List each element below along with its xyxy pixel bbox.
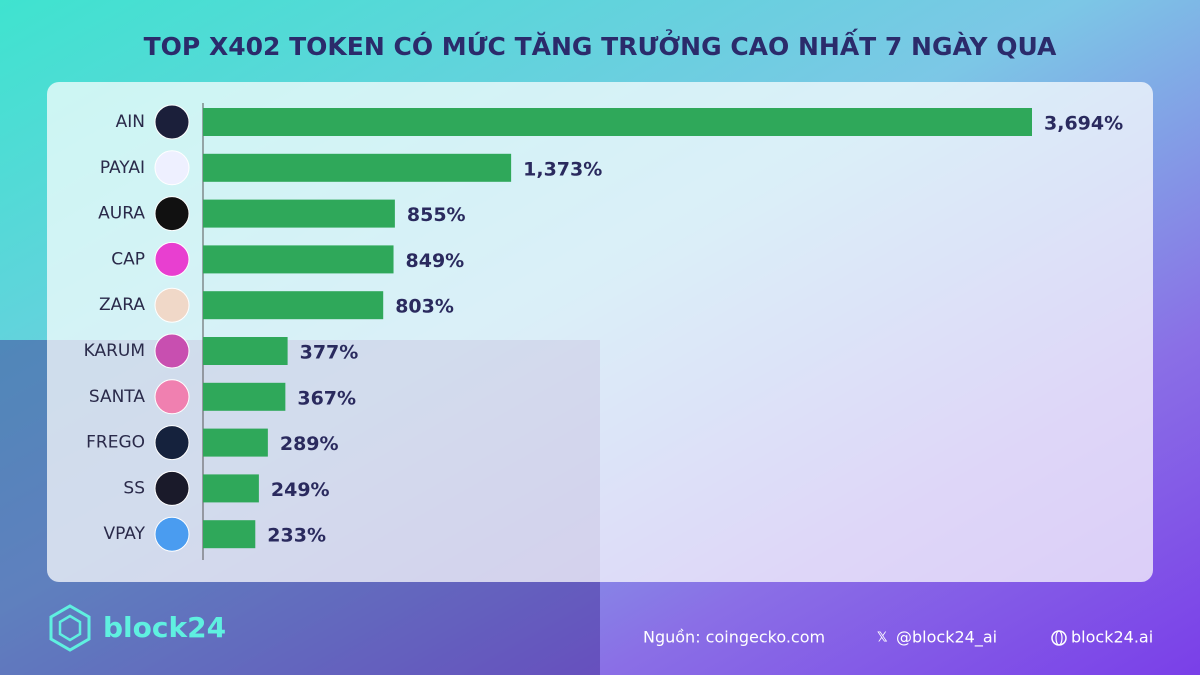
bar: [203, 245, 394, 274]
value-label: 849%: [406, 250, 465, 272]
bar: [203, 199, 395, 228]
source: Nguồn: coingecko.com: [643, 628, 825, 647]
value-label: 233%: [267, 525, 326, 547]
y-tick-label: CAP: [111, 249, 145, 269]
token-icon: [154, 470, 190, 506]
token-icon: [154, 150, 190, 186]
token-icon: [154, 104, 190, 140]
y-tick-label: AIN: [116, 112, 145, 132]
value-label: 289%: [280, 433, 339, 455]
bar: [203, 474, 259, 503]
bar: [203, 291, 384, 320]
token-icon: [154, 287, 190, 323]
bar: [203, 108, 1032, 136]
globe-icon: [1055, 630, 1063, 646]
value-label: 1,373%: [523, 158, 602, 180]
y-tick-label: ZARA: [99, 295, 145, 315]
value-label: 367%: [297, 387, 356, 409]
y-tick-label: KARUM: [84, 341, 145, 361]
bar: [203, 428, 268, 457]
website: block24.ai: [1071, 628, 1153, 647]
bar: [203, 382, 286, 411]
y-tick-label: PAYAI: [100, 158, 145, 178]
token-icon: [154, 333, 190, 369]
token-icon: [154, 516, 190, 552]
chart-title: TOP X402 TOKEN CÓ MỨC TĂNG TRƯỞNG CAO NH…: [144, 28, 1057, 61]
bar: [203, 153, 512, 182]
bar: [203, 520, 256, 549]
value-label: 855%: [407, 204, 466, 226]
y-tick-label: FREGO: [86, 433, 145, 453]
value-label: 249%: [271, 479, 330, 501]
token-icon: [154, 241, 190, 277]
value-label: 377%: [300, 342, 359, 364]
twitter: @block24_ai: [896, 628, 997, 648]
brand-name: block24: [103, 611, 226, 644]
x-icon: 𝕏: [877, 631, 888, 646]
y-tick-label: SS: [123, 478, 145, 498]
logo-hex: [49, 604, 91, 652]
value-label: 3,694%: [1044, 113, 1123, 135]
bar: [203, 337, 288, 365]
brand-logo: [49, 604, 91, 652]
logo-cube: [58, 614, 82, 642]
y-tick-label: AURA: [98, 204, 145, 224]
y-tick-label: SANTA: [89, 387, 146, 407]
token-icon: [154, 196, 190, 232]
token-icon: [154, 425, 190, 461]
token-icon: [154, 379, 190, 415]
y-tick-label: VPAY: [104, 524, 146, 544]
value-label: 803%: [395, 296, 454, 318]
